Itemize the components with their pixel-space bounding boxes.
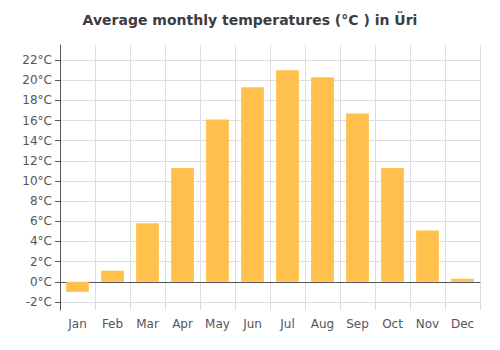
- svg-text:Nov: Nov: [416, 317, 439, 331]
- svg-text:22°C: 22°C: [22, 53, 52, 67]
- svg-text:Aug: Aug: [311, 317, 334, 331]
- svg-text:6°C: 6°C: [30, 214, 52, 228]
- svg-text:14°C: 14°C: [22, 134, 52, 148]
- svg-text:Mar: Mar: [136, 317, 159, 331]
- svg-text:16°C: 16°C: [22, 114, 52, 128]
- svg-text:0°C: 0°C: [30, 275, 52, 289]
- svg-text:Jul: Jul: [279, 317, 294, 331]
- svg-text:2°C: 2°C: [30, 255, 52, 269]
- svg-text:20°C: 20°C: [22, 73, 52, 87]
- svg-text:Average monthly temperatures (: Average monthly temperatures (°C ) in Ür…: [83, 11, 418, 28]
- svg-text:May: May: [205, 317, 230, 331]
- svg-text:10°C: 10°C: [22, 174, 52, 188]
- svg-text:18°C: 18°C: [22, 93, 52, 107]
- svg-text:Sep: Sep: [346, 317, 369, 331]
- svg-text:12°C: 12°C: [22, 154, 52, 168]
- svg-text:Apr: Apr: [172, 317, 193, 331]
- svg-text:8°C: 8°C: [30, 194, 52, 208]
- svg-text:Feb: Feb: [102, 317, 123, 331]
- svg-text:Jun: Jun: [242, 317, 262, 331]
- svg-text:4°C: 4°C: [30, 234, 52, 248]
- svg-text:Jan: Jan: [67, 317, 87, 331]
- svg-text:Dec: Dec: [451, 317, 474, 331]
- svg-text:-2°C: -2°C: [26, 295, 52, 309]
- svg-text:Oct: Oct: [382, 317, 403, 331]
